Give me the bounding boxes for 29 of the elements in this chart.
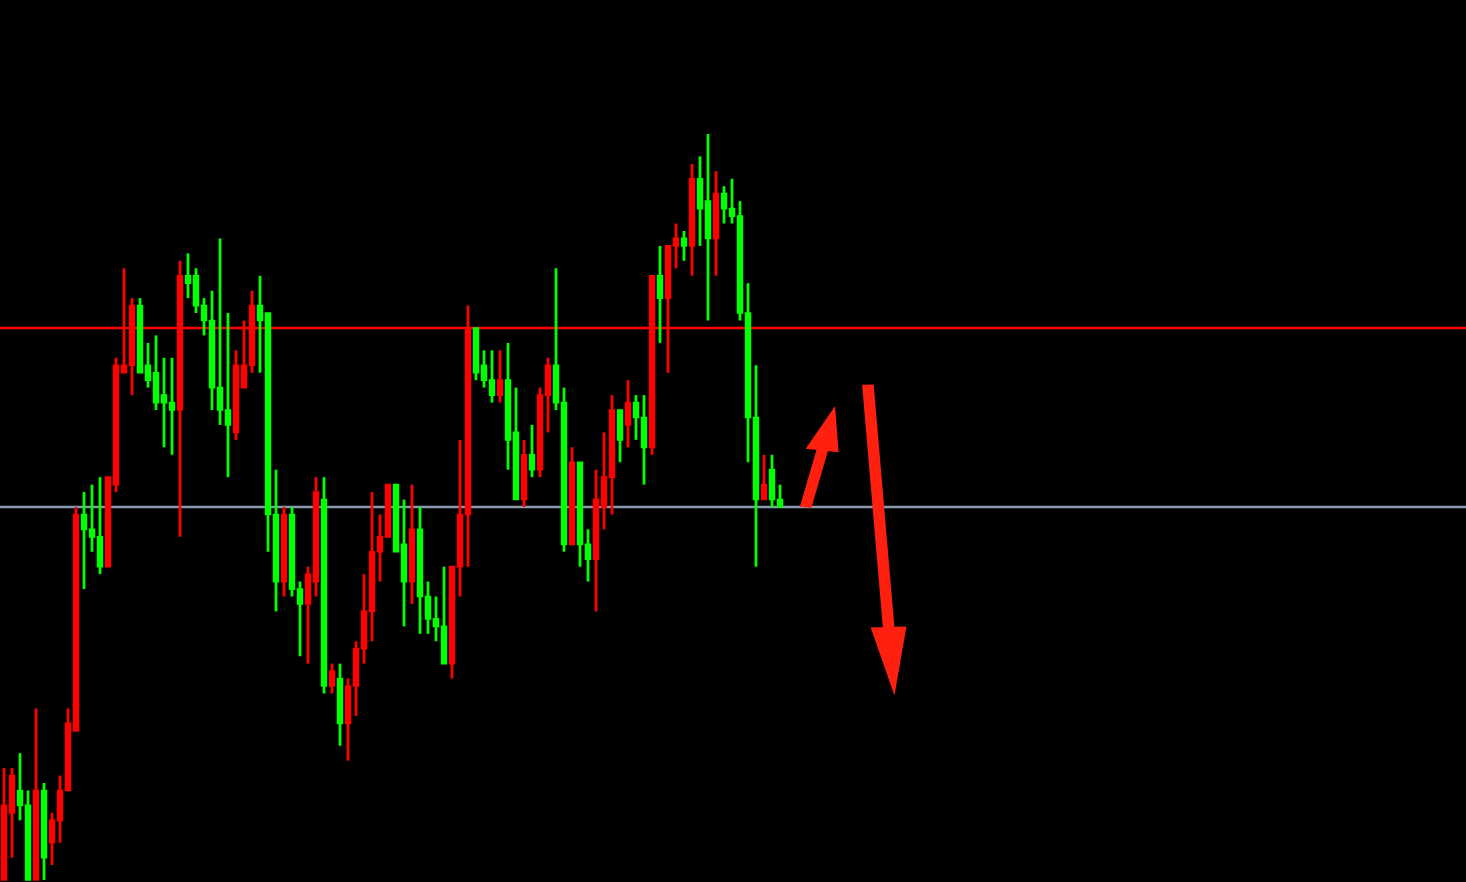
candlestick: [704, 132, 712, 322]
candlestick: [680, 229, 688, 263]
candlestick: [712, 169, 720, 278]
candlestick: [488, 348, 496, 404]
candlestick: [160, 356, 168, 449]
candlestick: [224, 311, 232, 479]
candlestick: [472, 326, 480, 382]
candlestick: [696, 154, 704, 248]
candlestick: [520, 438, 528, 509]
candlestick: [328, 662, 336, 695]
candlestick: [760, 453, 768, 501]
candlestick: [152, 334, 160, 412]
candlestick: [184, 251, 192, 300]
candlestick: [496, 348, 504, 404]
candlestick: [656, 244, 664, 345]
candlestick: [624, 378, 632, 449]
candlestick: [168, 356, 176, 457]
candlestick: [616, 408, 624, 464]
candlestick: [192, 266, 200, 315]
candlestick: [336, 662, 344, 748]
candlestick: [80, 490, 88, 591]
candlestick: [440, 565, 448, 666]
candlestick: [720, 184, 728, 225]
candlestick: [96, 475, 104, 576]
candlestick: [216, 237, 224, 427]
candlestick: [632, 393, 640, 442]
candlestick: [768, 453, 776, 509]
candlestick: [640, 393, 648, 487]
candlestick: [528, 423, 536, 479]
